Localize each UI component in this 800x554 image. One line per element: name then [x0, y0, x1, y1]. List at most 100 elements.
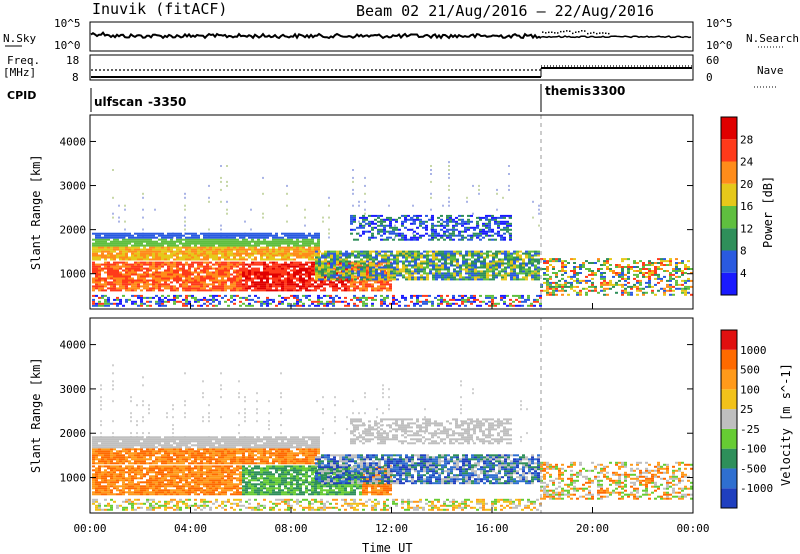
power-cell	[323, 302, 326, 305]
power-cell	[302, 294, 305, 297]
power-cell	[218, 256, 221, 259]
power-cell	[230, 279, 233, 282]
power-cell	[546, 270, 549, 272]
power-cell	[269, 289, 272, 292]
power-cell	[429, 272, 432, 275]
power-cell	[651, 289, 654, 292]
power-cell	[473, 228, 476, 231]
power-cell	[606, 283, 609, 286]
power-cell	[539, 304, 542, 307]
power-cell	[203, 269, 206, 272]
nave-tick-bottom: 0	[706, 71, 713, 84]
velocity-cell	[520, 440, 522, 443]
power-cell	[458, 214, 461, 217]
power-cell	[140, 300, 143, 303]
power-cell	[388, 204, 390, 207]
power-cell	[296, 302, 299, 305]
power-cell	[286, 220, 288, 223]
power-cell	[494, 222, 497, 225]
power-cell	[528, 256, 531, 259]
power-cell	[663, 287, 666, 290]
power-cell	[561, 270, 564, 272]
power-cell	[633, 285, 636, 288]
power-cell	[486, 250, 489, 253]
nsky-label: N.Sky	[3, 32, 36, 45]
power-cell	[245, 240, 248, 243]
power-cell	[257, 273, 260, 276]
power-cell	[227, 275, 230, 278]
power-cell	[362, 224, 365, 227]
power-cell	[184, 196, 186, 199]
power-cell	[209, 267, 212, 270]
power-cell	[254, 300, 257, 303]
power-cell	[348, 276, 351, 279]
power-cell	[549, 283, 552, 286]
power-cell	[375, 270, 378, 273]
power-cell	[480, 266, 483, 269]
power-cell	[179, 294, 182, 297]
power-cell	[369, 252, 372, 255]
power-cell	[441, 272, 444, 275]
power-cell	[125, 232, 128, 235]
power-cell	[239, 296, 242, 299]
power-cell	[161, 300, 164, 303]
power-cell	[311, 277, 314, 280]
power-cell	[351, 250, 354, 253]
power-cell	[140, 302, 143, 305]
velocity-cell	[130, 400, 132, 403]
velocity-cell	[208, 404, 210, 407]
power-cell	[149, 252, 152, 255]
power-cell	[260, 283, 263, 286]
velocity-cell	[113, 436, 116, 439]
power-cell	[567, 281, 570, 284]
power-cell	[476, 234, 479, 237]
nsearch-dot	[569, 30, 571, 32]
power-cell	[146, 236, 149, 239]
velocity-cell	[107, 454, 110, 457]
power-cell	[654, 293, 657, 296]
power-cell	[227, 279, 230, 282]
power-cell	[308, 294, 311, 297]
power-cell	[218, 263, 221, 266]
power-cell	[281, 248, 284, 251]
power-cell	[236, 279, 239, 282]
power-cell	[687, 291, 690, 294]
power-cell	[161, 279, 164, 282]
power-cell	[383, 261, 386, 264]
velocity-cell	[382, 412, 384, 415]
power-cell	[146, 269, 149, 272]
velocity-cell	[100, 408, 102, 411]
power-cell	[119, 248, 122, 251]
power-cell	[146, 261, 149, 264]
power-cell	[200, 232, 203, 235]
power-cell	[287, 273, 290, 276]
power-cell	[299, 263, 302, 266]
power-cell	[152, 258, 155, 261]
power-cell	[474, 264, 477, 267]
velocity-cell	[244, 408, 246, 411]
power-cell	[104, 242, 107, 245]
power-cell	[92, 289, 95, 292]
power-cell	[107, 238, 110, 241]
power-cell	[440, 218, 443, 221]
power-cell	[440, 222, 443, 225]
power-cell	[678, 262, 681, 264]
colorbar-frame	[720, 116, 738, 296]
power-cell	[278, 285, 281, 288]
power-cell	[657, 289, 660, 292]
power-cell	[215, 273, 218, 276]
power-cell	[327, 260, 330, 263]
power-cell	[188, 242, 191, 245]
power-cell	[179, 232, 182, 235]
power-cell	[431, 230, 434, 233]
power-cell	[218, 300, 221, 303]
velocity-cell	[460, 404, 462, 407]
power-cell	[615, 273, 618, 276]
power-cell	[362, 300, 365, 303]
velocity-cell	[238, 380, 240, 383]
power-cell	[479, 232, 482, 235]
power-cell	[170, 254, 173, 257]
power-cell	[152, 236, 155, 239]
power-cell	[377, 281, 380, 284]
power-cell	[315, 278, 318, 281]
